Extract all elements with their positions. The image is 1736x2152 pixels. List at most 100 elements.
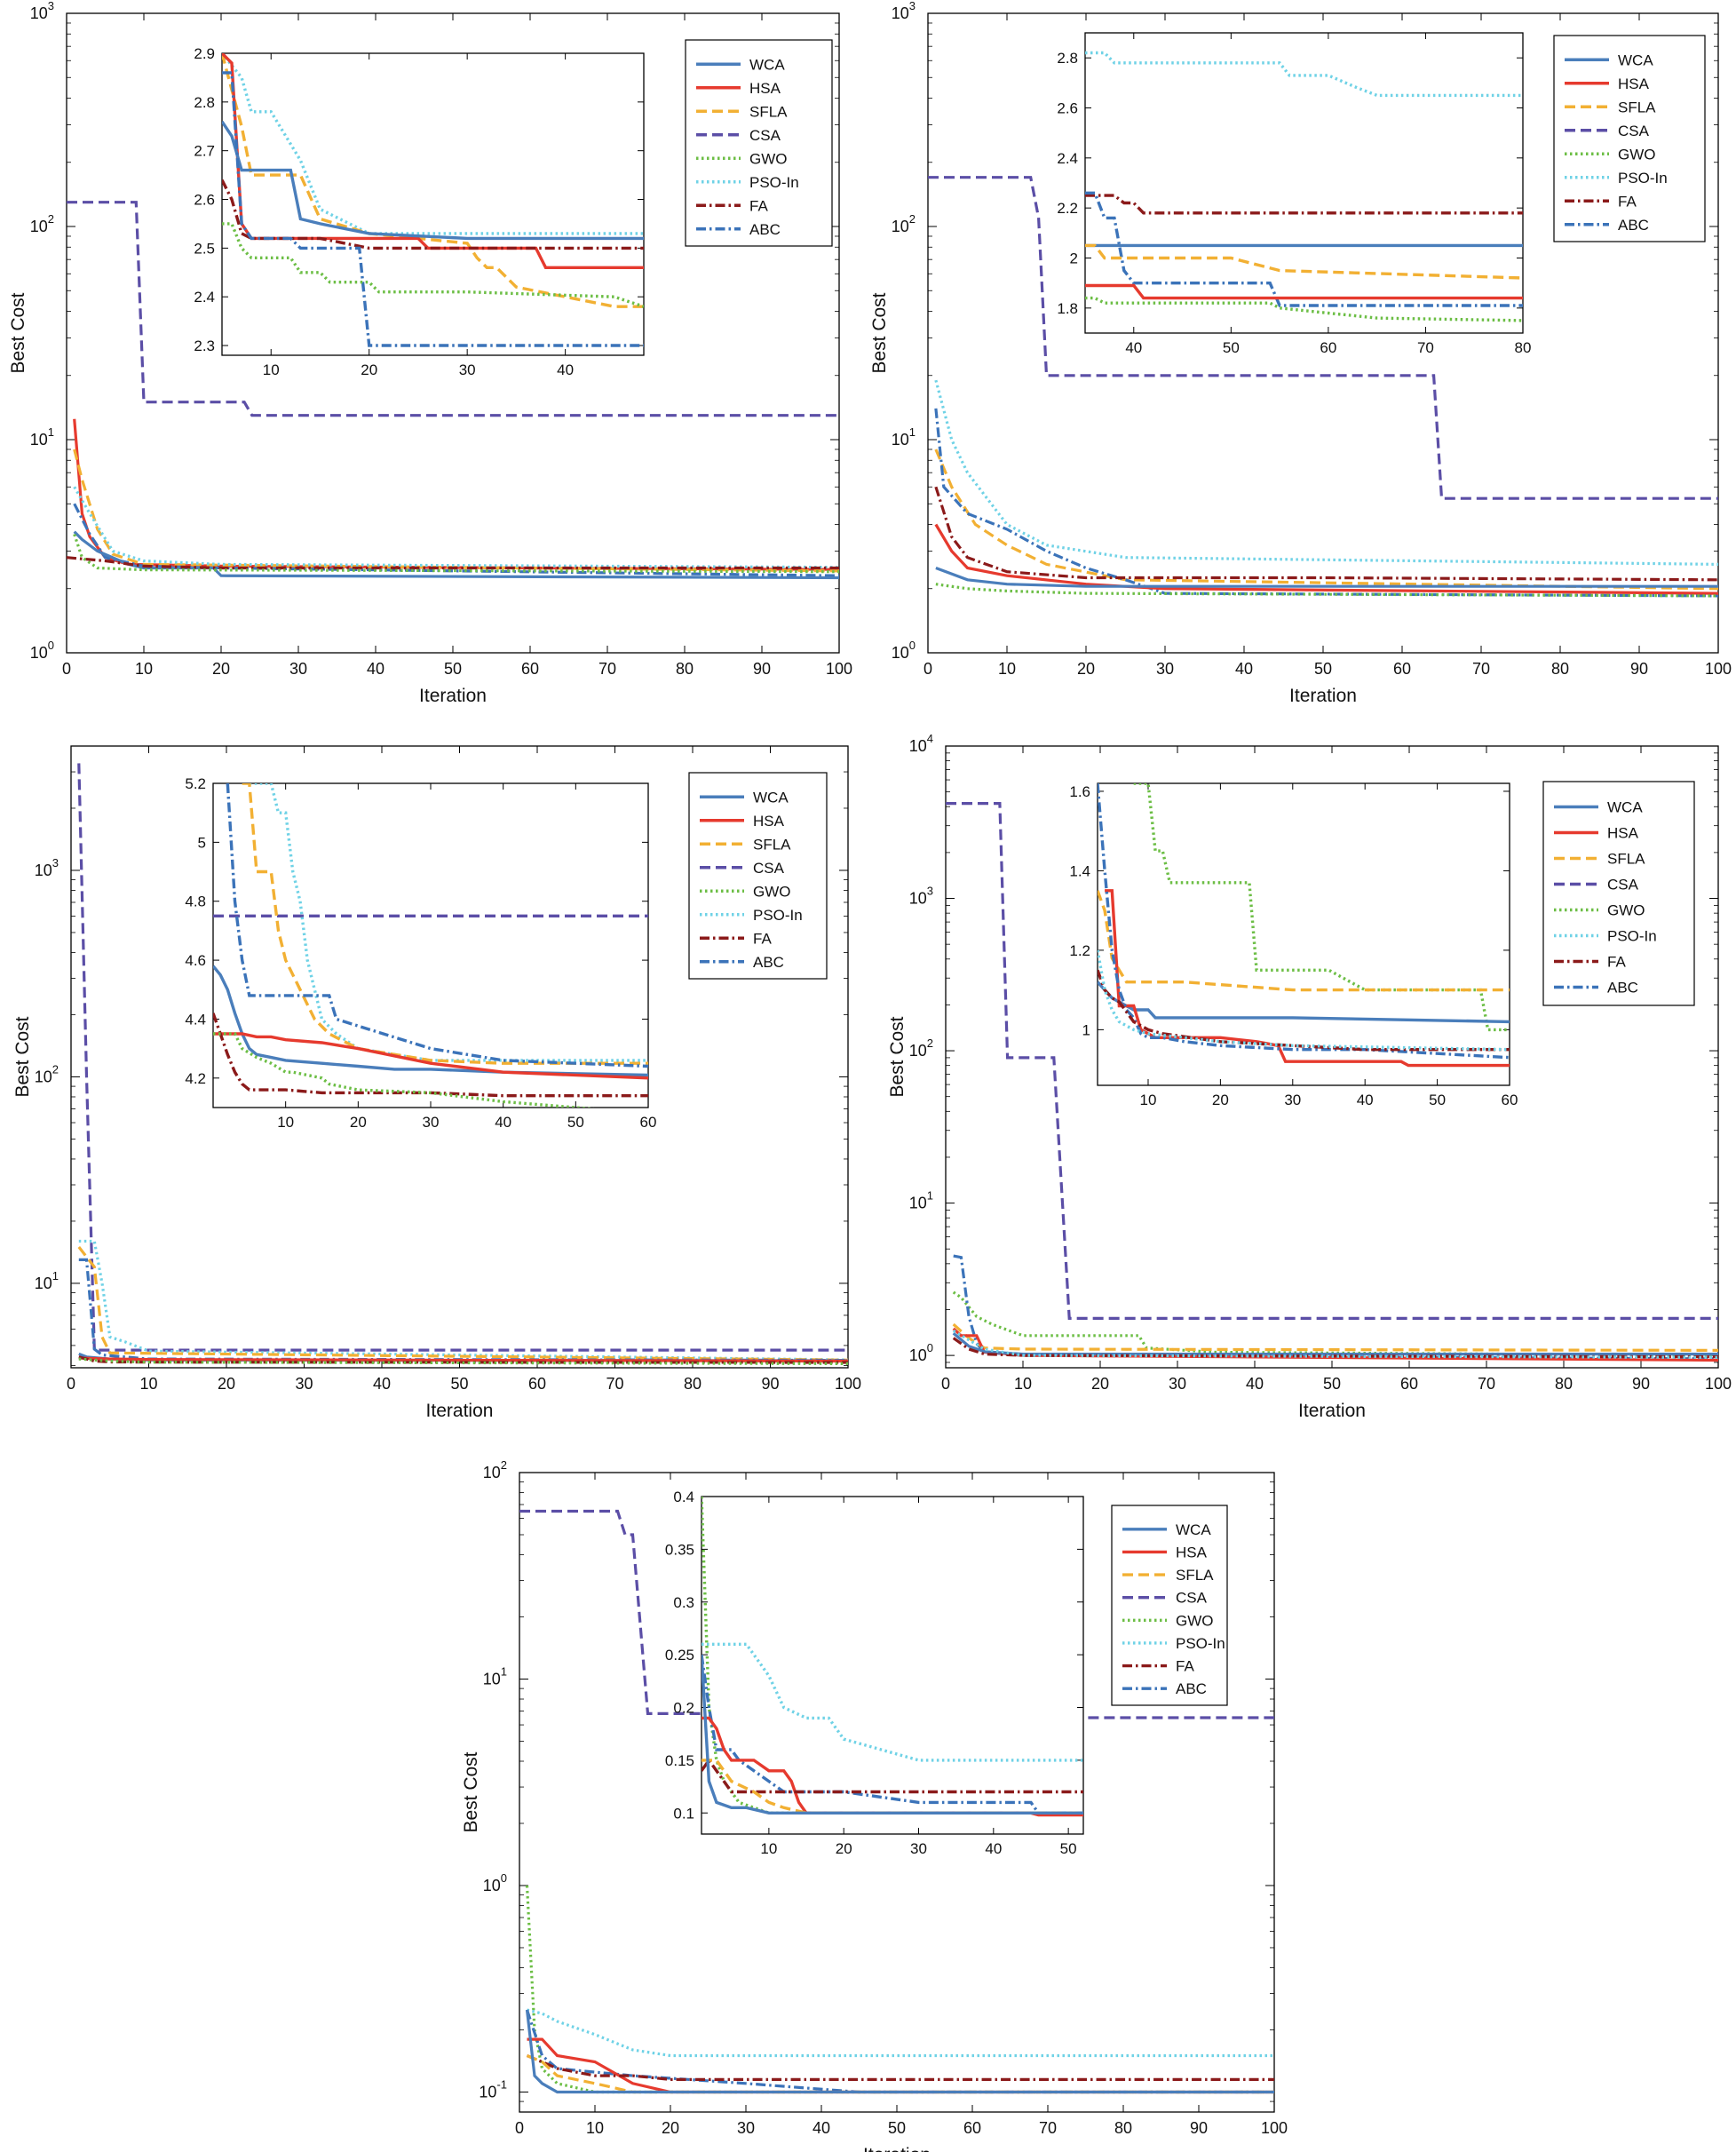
panel-2-xtick-label: 40	[1235, 660, 1253, 678]
panel-1-inset-ytick-label: 2.7	[194, 143, 215, 160]
panel-3-series-csa	[77, 763, 848, 1352]
panel-4-ytick-label: 104	[909, 732, 933, 755]
panel-3-ytick-label: 103	[35, 856, 59, 879]
panel-2-series-sfla	[934, 449, 1718, 591]
panel-4-xtick-label: 80	[1555, 1375, 1573, 1393]
panel-5-inset: 10 20 30 40 50 0.1 0.15 0.2 0.25 0.3 0.35 0.4	[665, 1489, 1084, 1857]
panel-1-legend-label-csa: CSA	[749, 127, 781, 144]
panel-2-legend: WCA HSA SFLA CSA GWO PSO-In FA ABC	[1553, 35, 1706, 242]
panel-5-xtick-label: 60	[963, 2119, 981, 2137]
panel-4-inset-ytick-label: 1	[1082, 1021, 1090, 1038]
panel-3-xtick-label: 100	[835, 1375, 861, 1393]
panel-3-inset-xtick-label: 20	[350, 1114, 367, 1131]
panel-1-ylabel: Best Cost	[8, 292, 28, 373]
panel-4-inset-xtick-label: 50	[1429, 1092, 1446, 1108]
panel-4-legend-label-gwo: GWO	[1607, 902, 1645, 919]
panel-3-legend-label-wca: WCA	[753, 789, 789, 806]
panel-5-inset-ytick-label: 0.4	[673, 1489, 694, 1505]
panel-5-legend-label-psoin: PSO-In	[1176, 1635, 1225, 1652]
panel-5-inset-ytick-label: 0.3	[673, 1594, 694, 1611]
panel-4-inset-series-sfla	[1098, 890, 1510, 992]
panel-3-ytick-label: 102	[35, 1062, 59, 1085]
panel-2: 0 10 20 30 40 50 60 70 80 90 100 100 101 102 103 Iterat…	[869, 0, 1732, 706]
panel-1-ytick-label: 102	[30, 212, 54, 235]
panel-1-legend: WCA HSA SFLA CSA GWO PSO-In FA ABC	[685, 39, 833, 247]
panel-4-xtick-label: 0	[941, 1375, 950, 1393]
panel-2-xtick-label: 10	[998, 660, 1016, 678]
panel-4-inset-ytick-label: 1.2	[1069, 942, 1090, 959]
panel-3-inset-series-hsa	[213, 1032, 648, 1080]
panel-1-xtick-label: 50	[444, 660, 462, 678]
panel-2-xtick-label: 60	[1393, 660, 1411, 678]
panel-2-inset-series-psoin	[1085, 51, 1523, 98]
panel-3-ylabel: Best Cost	[12, 1016, 33, 1097]
panel-3-xtick-label: 30	[295, 1375, 313, 1393]
panel-5-xtick-label: 30	[737, 2119, 755, 2137]
panel-1-ytick-label: 100	[30, 639, 54, 662]
panel-3-inset-ytick-label: 5.2	[185, 775, 206, 792]
panel-2-inset-xtick-label: 70	[1417, 339, 1434, 356]
panel-1-inset-ytick-label: 2.9	[194, 45, 215, 62]
panel-1-inset-ytick-label: 2.3	[194, 337, 215, 354]
panel-1-series-csa	[67, 201, 839, 417]
panel-3-inset-ytick-label: 5	[198, 834, 206, 851]
panel-1-xtick-label: 90	[753, 660, 771, 678]
panel-4-legend-label-csa: CSA	[1607, 877, 1639, 893]
panel-5-xtick-label: 50	[888, 2119, 906, 2137]
panel-5-ylabel: Best Cost	[461, 1751, 481, 1832]
panel-2-xtick-label: 0	[923, 660, 932, 678]
panel-4-series-wca	[952, 1331, 1718, 1356]
panel-1-series-gwo	[73, 533, 839, 574]
panel-3-inset-ytick-label: 4.2	[185, 1070, 206, 1087]
panel-1-series-sfla	[73, 449, 839, 573]
panel-3-inset-series-psoin	[249, 783, 648, 1062]
panel-5-series-wca	[525, 2009, 1274, 2094]
panel-5-inset-xtick-label: 40	[985, 1840, 1002, 1857]
panel-2-legend-label-fa: FA	[1618, 193, 1637, 210]
panel-4-ytick-label: 103	[909, 885, 933, 908]
panel-5-legend-label-csa: CSA	[1176, 1590, 1208, 1607]
panel-5-legend-label-wca: WCA	[1176, 1521, 1211, 1538]
panel-3-legend: WCA HSA SFLA CSA GWO PSO-In FA ABC	[688, 772, 828, 980]
panel-2-xtick-label: 70	[1472, 660, 1490, 678]
panel-2-inset-ytick-label: 1.8	[1057, 300, 1078, 317]
panel-5-legend-box	[1111, 1505, 1228, 1706]
panel-5-inset-area	[701, 1496, 1084, 1835]
panel-3-inset-series-fa	[213, 1012, 648, 1098]
panel-3-inset-xtick-label: 40	[495, 1114, 511, 1131]
panel-3-legend-label-psoin: PSO-In	[753, 907, 803, 924]
panel-2-legend-label-psoin: PSO-In	[1618, 170, 1668, 187]
panel-1-series-psoin	[73, 486, 839, 569]
panel-2-series-csa	[928, 176, 1718, 500]
panel-1-legend-label-abc: ABC	[749, 221, 781, 238]
panel-4-legend-box	[1542, 781, 1695, 1006]
panel-1-inset-ytick-label: 2.6	[194, 192, 215, 209]
panel-3-xtick-label: 0	[67, 1375, 75, 1393]
panel-5-legend-label-hsa: HSA	[1176, 1544, 1208, 1560]
panel-1-inset: 10 20 30 40 2.3 2.4 2.5 2.6 2.7 2.8 2.9	[194, 45, 645, 378]
panel-2-inset-xtick-label: 50	[1223, 339, 1240, 356]
panel-5-inset-ytick-label: 0.35	[665, 1541, 694, 1558]
panel-4-inset-xtick-label: 30	[1284, 1092, 1301, 1108]
panel-3-series-psoin	[78, 1239, 848, 1362]
panel-1-legend-label-hsa: HSA	[749, 80, 781, 97]
panel-1: 0 10 20 30 40 50 60 70 80 90 100 100 101 102 103 Iterat…	[8, 0, 852, 706]
panel-2-inset-series-gwo	[1085, 296, 1523, 322]
panel-2-inset-ytick-label: 2	[1070, 250, 1078, 267]
panel-2-xtick-label: 20	[1077, 660, 1095, 678]
panel-4-legend-label-abc: ABC	[1607, 980, 1638, 997]
panel-4-ytick-label: 102	[909, 1036, 933, 1060]
panel-4-series-csa	[946, 801, 1718, 1321]
panel-3-inset-series-wca	[213, 965, 648, 1077]
panel-4-series-sfla	[952, 1322, 1718, 1353]
panel-2-xlabel: Iteration	[1289, 686, 1357, 706]
panel-1-inset-xtick-label: 20	[361, 361, 377, 378]
panel-4-xtick-label: 70	[1478, 1375, 1495, 1393]
panel-3-inset-xtick-label: 10	[277, 1114, 294, 1131]
panel-5-series-csa	[519, 1509, 1274, 1719]
panel-4-legend-label-hsa: HSA	[1607, 825, 1639, 842]
panel-5-inset-ytick-label: 0.2	[673, 1700, 694, 1717]
panel-3-inset-xtick-label: 50	[567, 1114, 584, 1131]
panel-2-legend-label-gwo: GWO	[1618, 146, 1656, 163]
panel-3-legend-box	[688, 772, 828, 980]
